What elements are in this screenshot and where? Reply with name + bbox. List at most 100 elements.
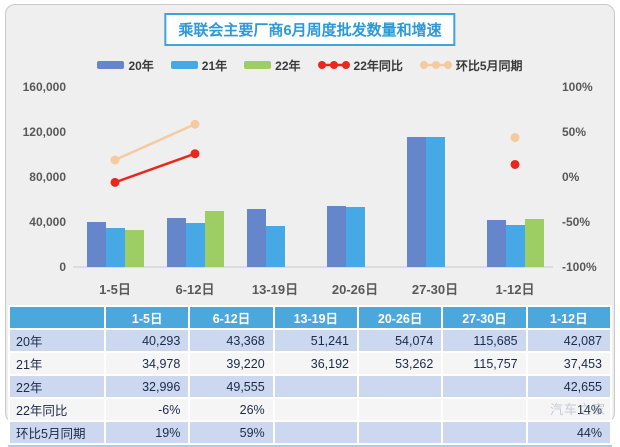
table-cell [441, 397, 528, 422]
table-row-21年: 21年 34,978 39,220 36,192 53,262 115,757 37,453 [8, 351, 613, 376]
left-axis-tick: 0 [59, 260, 66, 274]
legend-line-swatch [419, 61, 452, 69]
table-row-环比5月同期: 环比5月同期 19% 59% 44% [8, 420, 613, 445]
x-axis-baseline [73, 266, 553, 268]
x-axis-label-27-30日: 27-30日 [411, 282, 459, 297]
table-cell [356, 420, 444, 445]
table-cell: 43,368 [188, 328, 275, 353]
table-header-empty [8, 305, 106, 330]
watermark: 汽车之家 [549, 402, 606, 417]
table-cell: 49,555 [188, 374, 275, 399]
table-cell: 14% [525, 397, 613, 422]
right-axis-tick: 100% [562, 80, 593, 94]
row-label: 22年同比 [8, 397, 106, 422]
table-cell: 42,655 [525, 374, 613, 399]
bar-20年-27-30日 [406, 136, 426, 267]
table-cell [441, 420, 528, 445]
bar-21年-13-19日 [265, 226, 285, 267]
table-cell: 51,241 [272, 328, 359, 353]
bar-22年-1-5日 [124, 229, 144, 267]
chart-title: 乘联会主要厂商6月周度批发数量和增速 [164, 13, 456, 46]
table-cell: 34,978 [103, 351, 191, 376]
table-cell: 115,685 [441, 328, 528, 353]
table-cell [356, 374, 444, 399]
table-cell: 19% [103, 420, 191, 445]
table-header-13-19日: 13-19日 [272, 305, 359, 330]
row-label: 环比5月同期 [8, 420, 106, 445]
row-label: 21年 [8, 351, 106, 376]
table-cell: 39,220 [188, 351, 275, 376]
x-axis-label-1-5日: 1-5日 [99, 282, 131, 297]
bar-21年-1-5日 [105, 227, 125, 267]
legend-item-1: 21年 [170, 57, 228, 74]
left-axis-tick: 120,000 [22, 125, 66, 139]
table-cell [356, 397, 444, 422]
bar-21年-20-26日 [345, 207, 365, 267]
table-cell: -6% [103, 397, 191, 422]
table-cell: 115,757 [441, 351, 528, 376]
table-cell: 54,074 [356, 328, 444, 353]
table-cell: 40,293 [103, 328, 191, 353]
table-cell: 37,453 [525, 351, 613, 376]
bar-22年-6-12日 [204, 211, 224, 267]
x-axis-label-1-12日: 1-12日 [495, 282, 535, 297]
legend-label: 22年 [275, 58, 301, 73]
right-axis-tick: -100% [562, 260, 597, 274]
data-table: 1-5日 6-12日 13-19日 20-26日 27-30日 1-12日 20年 40,2… [8, 305, 613, 445]
chart-legend: 20年 21年 22年 22年同比 环比5月同期 [0, 55, 620, 75]
table-header-27-30日: 27-30日 [441, 305, 528, 330]
bar-21年-27-30日 [425, 136, 445, 267]
table-cell [272, 397, 359, 422]
table-cell: 36,192 [272, 351, 359, 376]
table-cell: 53,262 [356, 351, 444, 376]
table-header-6-12日: 6-12日 [188, 305, 275, 330]
table-cell [272, 374, 359, 399]
right-axis-tick: 50% [562, 125, 587, 139]
bar-20年-1-5日 [86, 221, 106, 267]
table-row-20年: 20年 40,293 43,368 51,241 54,074 115,685 42,087 [8, 328, 613, 353]
right-axis-tick: -50% [562, 215, 591, 229]
table-cell [441, 374, 528, 399]
table-cell: 42,087 [525, 328, 613, 353]
bar-22年-1-12日 [524, 219, 544, 267]
row-label: 22年 [8, 374, 106, 399]
bar-20年-20-26日 [326, 206, 346, 267]
bar-20年-6-12日 [166, 218, 186, 267]
table-cell: 32,996 [103, 374, 191, 399]
table-row-22年: 22年 32,996 49,555 42,655 [8, 374, 613, 399]
bar-20年-13-19日 [246, 209, 266, 267]
x-axis-label-13-19日: 13-19日 [251, 282, 299, 297]
legend-item-4: 环比5月同期 [419, 57, 523, 74]
bar-21年-6-12日 [185, 222, 205, 267]
bar-21年-1-12日 [505, 224, 525, 267]
legend-label: 21年 [201, 58, 228, 73]
legend-label: 20年 [128, 58, 154, 73]
table-cell [272, 420, 359, 445]
row-label: 20年 [8, 328, 106, 353]
legend-bar-swatch [244, 61, 272, 69]
table-cell: 59% [188, 420, 275, 445]
legend-item-2: 22年 [244, 57, 301, 74]
table-cell: 44% [525, 420, 613, 445]
legend-bar-swatch [170, 61, 198, 69]
table-header-20-26日: 20-26日 [356, 305, 444, 330]
legend-bar-swatch [97, 61, 125, 69]
table-header-1-12日: 1-12日 [525, 305, 613, 330]
bar-20年-1-12日 [486, 219, 506, 267]
left-axis-tick: 40,000 [29, 215, 66, 229]
table-row-22年同比: 22年同比 -6% 26% 14% [8, 397, 613, 422]
legend-item-0: 20年 [97, 57, 154, 74]
legend-label: 环比5月同期 [455, 58, 523, 73]
left-axis-tick: 160,000 [22, 80, 66, 94]
table-header-row: 1-5日 6-12日 13-19日 20-26日 27-30日 1-12日 [8, 305, 613, 330]
left-axis-tick: 80,000 [29, 170, 66, 184]
data-table-wrap: 1-5日 6-12日 13-19日 20-26日 27-30日 1-12日 20年 40,2… [8, 305, 613, 447]
x-axis-label-20-26日: 20-26日 [331, 282, 379, 297]
right-axis-tick: 0% [562, 170, 580, 184]
table-header-1-5日: 1-5日 [103, 305, 191, 330]
x-axis-label-6-12日: 6-12日 [175, 282, 215, 297]
legend-label: 22年同比 [353, 58, 403, 73]
legend-item-3: 22年同比 [317, 57, 403, 74]
table-cell: 26% [188, 397, 275, 422]
legend-line-swatch [317, 61, 350, 69]
